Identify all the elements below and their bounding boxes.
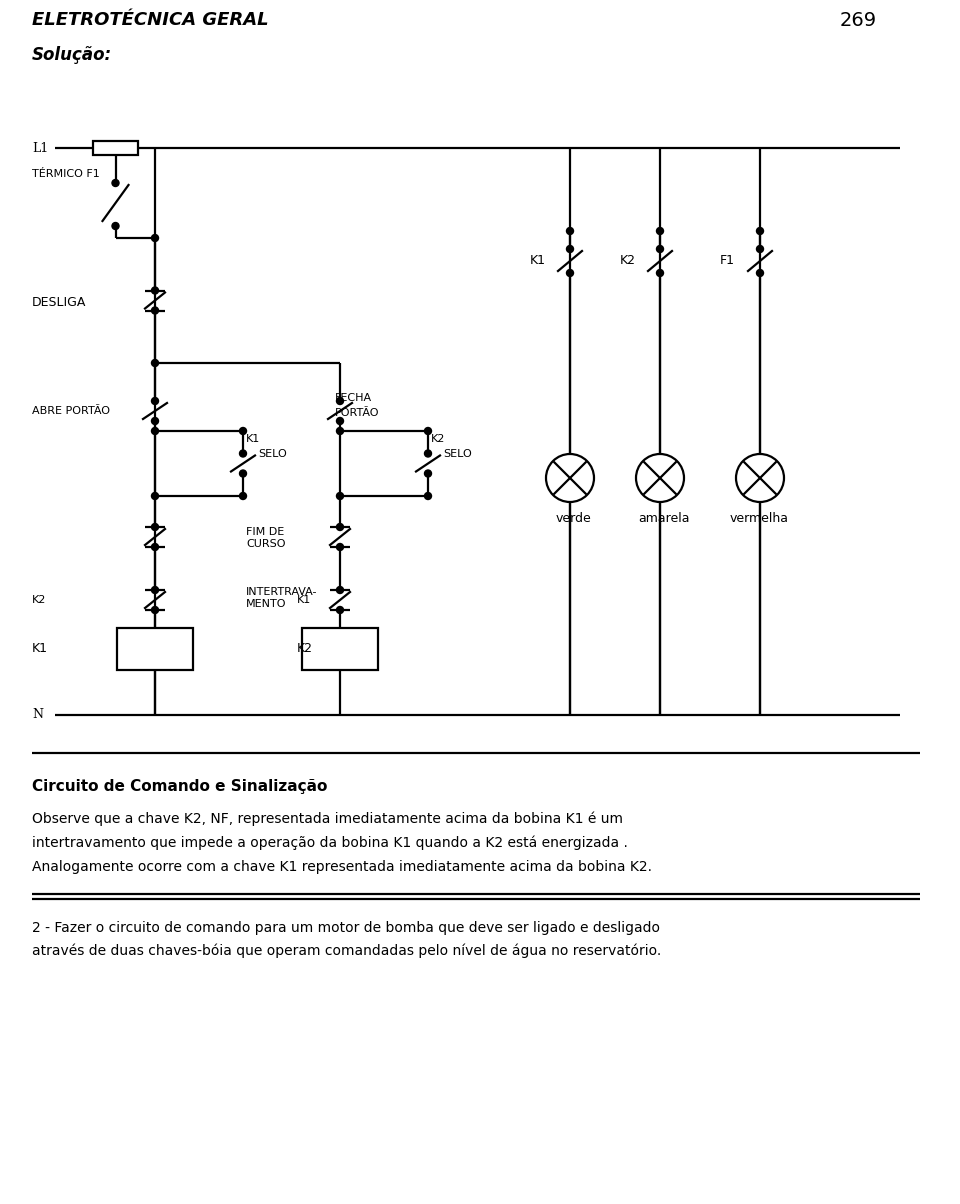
Bar <box>93 141 138 155</box>
Text: INTERTRAVA-
MENTO: INTERTRAVA- MENTO <box>246 588 318 609</box>
Circle shape <box>112 179 119 187</box>
Circle shape <box>152 360 158 366</box>
Circle shape <box>337 524 344 531</box>
Circle shape <box>657 270 663 277</box>
Text: K2: K2 <box>620 254 636 267</box>
Text: ELETROTÉCNICA GERAL: ELETROTÉCNICA GERAL <box>32 11 269 29</box>
Circle shape <box>657 246 663 253</box>
Text: K2: K2 <box>32 595 46 604</box>
Circle shape <box>239 470 247 477</box>
Circle shape <box>152 492 158 500</box>
Circle shape <box>337 492 344 500</box>
Text: DESLIGA: DESLIGA <box>32 296 86 309</box>
Circle shape <box>239 492 247 500</box>
Text: N: N <box>32 708 43 721</box>
Circle shape <box>152 397 158 405</box>
Text: K1: K1 <box>297 595 311 604</box>
Text: K1: K1 <box>246 433 260 444</box>
Circle shape <box>239 450 247 458</box>
Circle shape <box>152 586 158 594</box>
Bar <box>302 628 378 669</box>
Circle shape <box>112 223 119 230</box>
Circle shape <box>566 228 573 235</box>
Text: amarela: amarela <box>638 513 689 525</box>
Circle shape <box>424 450 431 458</box>
Text: ABRE PORTÃO: ABRE PORTÃO <box>32 406 110 417</box>
Text: Observe que a chave K2, NF, representada imediatamente acima da bobina K1 é um: Observe que a chave K2, NF, representada… <box>32 811 623 826</box>
Circle shape <box>152 543 158 550</box>
Circle shape <box>756 246 763 253</box>
Circle shape <box>337 543 344 550</box>
Circle shape <box>636 454 684 502</box>
Circle shape <box>152 607 158 614</box>
Circle shape <box>152 307 158 314</box>
Text: K1: K1 <box>32 643 48 655</box>
Text: FIM DE
CURSO: FIM DE CURSO <box>246 527 285 549</box>
Text: verde: verde <box>556 513 591 525</box>
Text: K1: K1 <box>530 254 546 267</box>
Text: Circuito de Comando e Sinalização: Circuito de Comando e Sinalização <box>32 779 327 795</box>
Text: K2: K2 <box>297 643 313 655</box>
Circle shape <box>756 270 763 277</box>
Circle shape <box>424 427 431 435</box>
Text: vermelha: vermelha <box>730 513 789 525</box>
Circle shape <box>424 470 431 477</box>
Circle shape <box>152 287 158 294</box>
Text: TÉRMICO F1: TÉRMICO F1 <box>32 169 100 179</box>
Text: 269: 269 <box>840 11 877 30</box>
Circle shape <box>337 607 344 614</box>
Circle shape <box>152 418 158 425</box>
Circle shape <box>337 586 344 594</box>
Circle shape <box>152 524 158 531</box>
Circle shape <box>152 235 158 242</box>
Circle shape <box>239 427 247 435</box>
Text: L1: L1 <box>32 142 48 154</box>
Text: PORTÃO: PORTÃO <box>335 408 379 418</box>
Circle shape <box>424 492 431 500</box>
Circle shape <box>736 454 784 502</box>
Text: intertravamento que impede a operação da bobina K1 quando a K2 está energizada .: intertravamento que impede a operação da… <box>32 836 628 850</box>
Text: Analogamente ocorre com a chave K1 representada imediatamente acima da bobina K2: Analogamente ocorre com a chave K1 repre… <box>32 860 652 874</box>
Circle shape <box>756 228 763 235</box>
Text: FECHA: FECHA <box>335 393 372 403</box>
Bar <box>117 628 193 669</box>
Text: 2 - Fazer o circuito de comando para um motor de bomba que deve ser ligado e des: 2 - Fazer o circuito de comando para um … <box>32 921 660 936</box>
Text: K2: K2 <box>431 433 445 444</box>
Circle shape <box>337 427 344 435</box>
Text: SELO: SELO <box>443 449 471 459</box>
Circle shape <box>337 418 344 425</box>
Text: através de duas chaves-bóia que operam comandadas pelo nível de água no reservat: através de duas chaves-bóia que operam c… <box>32 944 661 958</box>
Text: Solução:: Solução: <box>32 46 112 64</box>
Circle shape <box>566 270 573 277</box>
Text: F1: F1 <box>720 254 735 267</box>
Circle shape <box>566 246 573 253</box>
Circle shape <box>152 427 158 435</box>
Circle shape <box>546 454 594 502</box>
Circle shape <box>337 397 344 405</box>
Circle shape <box>657 228 663 235</box>
Text: SELO: SELO <box>258 449 287 459</box>
